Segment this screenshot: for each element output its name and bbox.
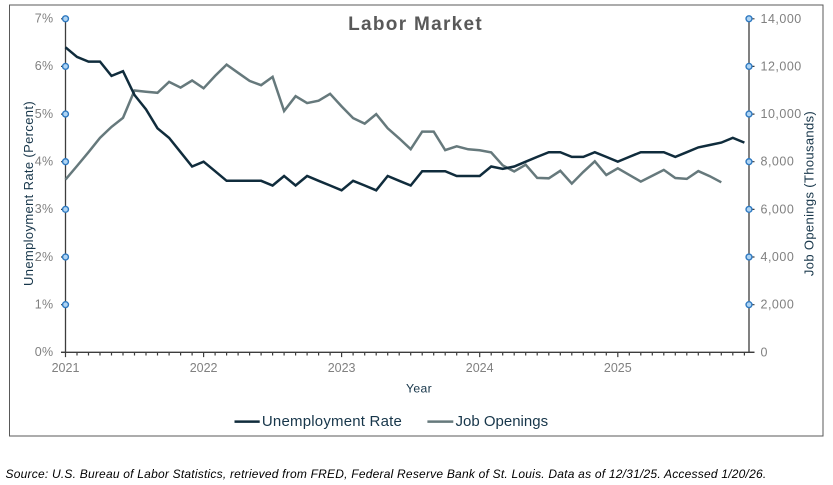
svg-text:12,000: 12,000: [761, 59, 802, 73]
svg-text:Labor Market: Labor Market: [348, 14, 483, 35]
svg-text:2025: 2025: [604, 361, 632, 375]
svg-text:0%: 0%: [35, 345, 54, 359]
svg-text:4,000: 4,000: [761, 250, 795, 264]
svg-text:4%: 4%: [35, 155, 54, 169]
svg-text:Unemployment Rate (Percent): Unemployment Rate (Percent): [21, 101, 36, 286]
svg-text:14,000: 14,000: [761, 12, 802, 26]
svg-text:1%: 1%: [35, 298, 54, 312]
svg-text:Source: U.S. Bureau of Labor S: Source: U.S. Bureau of Labor Statistics,…: [6, 467, 767, 481]
svg-text:2022: 2022: [190, 361, 218, 375]
svg-text:6,000: 6,000: [761, 202, 795, 216]
svg-text:2023: 2023: [328, 361, 356, 375]
svg-text:2%: 2%: [35, 250, 54, 264]
svg-text:2024: 2024: [466, 361, 494, 375]
svg-text:Year: Year: [406, 382, 432, 396]
svg-text:8,000: 8,000: [761, 155, 795, 169]
svg-text:Job Openings (Thousands): Job Openings (Thousands): [802, 111, 817, 276]
svg-text:6%: 6%: [35, 59, 54, 73]
svg-text:Unemployment Rate: Unemployment Rate: [262, 413, 402, 430]
svg-text:2021: 2021: [52, 361, 80, 375]
svg-text:3%: 3%: [35, 202, 54, 216]
svg-text:Job Openings: Job Openings: [456, 413, 549, 430]
svg-text:7%: 7%: [35, 12, 54, 26]
svg-text:2,000: 2,000: [761, 298, 795, 312]
svg-text:5%: 5%: [35, 107, 54, 121]
svg-text:10,000: 10,000: [761, 107, 802, 121]
svg-text:0: 0: [761, 345, 768, 359]
